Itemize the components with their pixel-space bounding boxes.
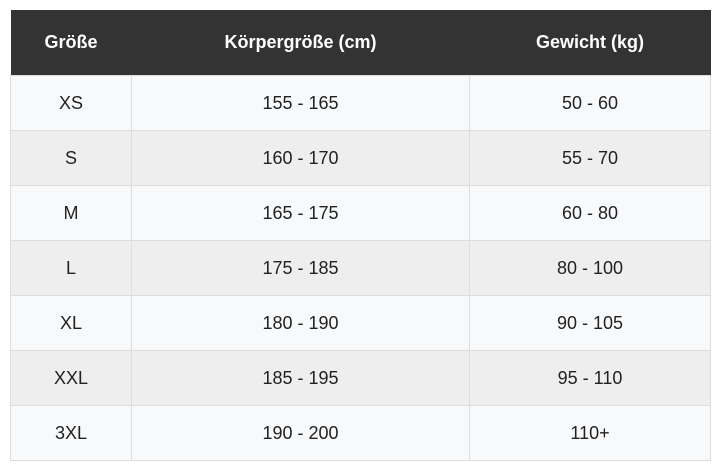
table-cell: XL [10, 295, 132, 351]
table-cell: XXL [10, 350, 132, 406]
table-row: 3XL 190 - 200 110+ [10, 405, 711, 461]
table-row: XL 180 - 190 90 - 105 [10, 295, 711, 351]
table-cell: 190 - 200 [131, 405, 470, 461]
header-cell: Körpergröße (cm) [131, 10, 470, 76]
table-cell: L [10, 240, 132, 296]
table-cell: 155 - 165 [131, 75, 470, 131]
header-cell: Größe [10, 10, 132, 76]
table-cell: 50 - 60 [469, 75, 711, 131]
table-row: L 175 - 185 80 - 100 [10, 240, 711, 296]
table-cell: 165 - 175 [131, 185, 470, 241]
table-cell: 160 - 170 [131, 130, 470, 186]
table-cell: 90 - 105 [469, 295, 711, 351]
table-cell: S [10, 130, 132, 186]
table-cell: XS [10, 75, 132, 131]
table-cell: 3XL [10, 405, 132, 461]
table-container: Größe Körpergröße (cm) Gewicht (kg) XS 155 … [10, 10, 711, 461]
table-cell: 95 - 110 [469, 350, 711, 406]
table-row: S 160 - 170 55 - 70 [10, 130, 711, 186]
table-cell: 80 - 100 [469, 240, 711, 296]
table-cell: 185 - 195 [131, 350, 470, 406]
table-cell: 175 - 185 [131, 240, 470, 296]
size-table: Größe Körpergröße (cm) Gewicht (kg) XS 155 … [10, 10, 711, 461]
table-row: XS 155 - 165 50 - 60 [10, 75, 711, 131]
table-row: XXL 185 - 195 95 - 110 [10, 350, 711, 406]
table-cell: 60 - 80 [469, 185, 711, 241]
table-cell: 110+ [469, 405, 711, 461]
header-row: Größe Körpergröße (cm) Gewicht (kg) [10, 10, 711, 76]
header-cell: Gewicht (kg) [469, 10, 711, 76]
table-cell: M [10, 185, 132, 241]
table-row: M 165 - 175 60 - 80 [10, 185, 711, 241]
table-cell: 55 - 70 [469, 130, 711, 186]
table-cell: 180 - 190 [131, 295, 470, 351]
